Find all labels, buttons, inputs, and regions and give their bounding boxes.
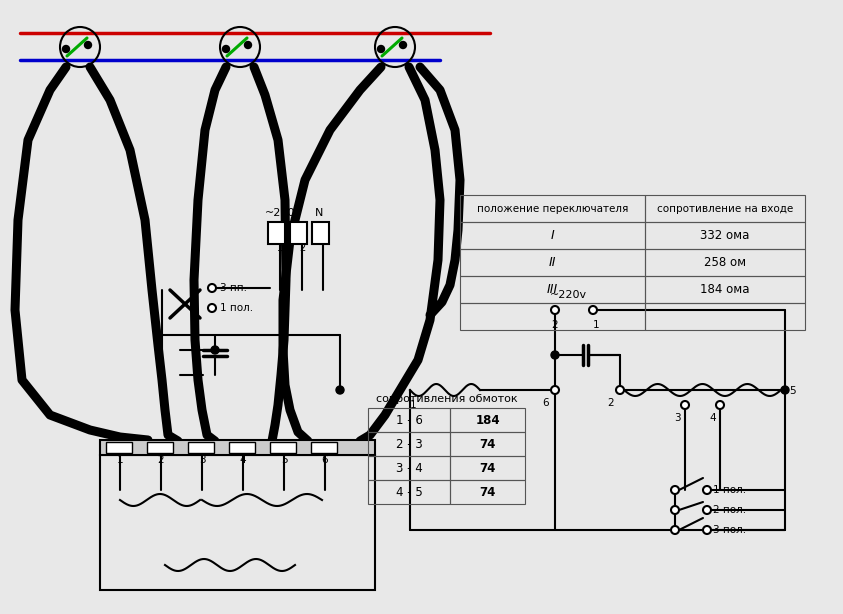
Bar <box>460 195 645 222</box>
Bar <box>368 408 450 432</box>
Circle shape <box>400 42 406 49</box>
Circle shape <box>589 306 597 314</box>
Text: 2 - 3: 2 - 3 <box>395 438 422 451</box>
Text: 3 - 4: 3 - 4 <box>395 462 422 475</box>
Circle shape <box>84 42 92 49</box>
Circle shape <box>336 386 344 394</box>
Text: 4: 4 <box>239 455 246 465</box>
Bar <box>460 249 645 276</box>
Text: 2: 2 <box>607 398 614 408</box>
Circle shape <box>781 386 789 394</box>
Bar <box>147 442 173 453</box>
Bar <box>270 442 296 453</box>
Text: I: I <box>550 229 555 242</box>
Circle shape <box>703 506 711 514</box>
Text: 1 пол.: 1 пол. <box>713 485 746 495</box>
Circle shape <box>703 526 711 534</box>
Bar <box>290 222 307 244</box>
Text: 5: 5 <box>789 386 796 396</box>
Bar <box>368 456 450 480</box>
Bar <box>450 432 525 456</box>
Text: 6: 6 <box>322 455 328 465</box>
Bar <box>312 222 329 244</box>
Circle shape <box>244 42 251 49</box>
Bar <box>188 442 214 453</box>
Text: 1 - 6: 1 - 6 <box>395 413 422 427</box>
Text: 3 пол.: 3 пол. <box>713 525 746 535</box>
Bar <box>460 222 645 249</box>
Bar <box>645 249 805 276</box>
Text: II: II <box>549 256 556 269</box>
Text: 258 ом: 258 ом <box>704 256 746 269</box>
Bar <box>460 303 645 330</box>
Text: 6: 6 <box>542 398 549 408</box>
Circle shape <box>378 45 384 53</box>
Text: 2: 2 <box>158 455 164 465</box>
Text: ~220v: ~220v <box>550 290 587 300</box>
Text: 1 пол.: 1 пол. <box>220 303 253 313</box>
Text: 2: 2 <box>299 243 305 253</box>
Text: 1: 1 <box>410 400 416 410</box>
Bar <box>268 222 285 244</box>
Text: 3: 3 <box>674 413 681 423</box>
Text: ~220v: ~220v <box>265 208 302 218</box>
Text: 3: 3 <box>199 455 206 465</box>
Text: 332 ома: 332 ома <box>701 229 749 242</box>
Text: N: N <box>315 208 324 218</box>
Circle shape <box>716 401 724 409</box>
Circle shape <box>671 506 679 514</box>
Text: 4 - 5: 4 - 5 <box>395 486 422 499</box>
Text: 4: 4 <box>709 413 716 423</box>
Text: 74: 74 <box>480 462 496 475</box>
Bar <box>100 455 375 590</box>
Text: 1: 1 <box>593 320 599 330</box>
Text: 1: 1 <box>277 243 283 253</box>
Bar <box>460 276 645 303</box>
Circle shape <box>681 401 689 409</box>
Text: положение переключателя: положение переключателя <box>477 203 628 214</box>
Bar <box>106 442 132 453</box>
Bar <box>450 480 525 504</box>
Text: 74: 74 <box>480 438 496 451</box>
Text: сопротивление на входе: сопротивление на входе <box>657 203 793 214</box>
Bar <box>645 276 805 303</box>
Bar <box>229 442 255 453</box>
Text: 3 пп.: 3 пп. <box>220 283 247 293</box>
Bar <box>450 456 525 480</box>
Bar <box>645 222 805 249</box>
Circle shape <box>208 304 216 312</box>
Circle shape <box>551 306 559 314</box>
Circle shape <box>671 486 679 494</box>
Text: сопротивления обмоток: сопротивления обмоток <box>376 394 518 404</box>
Text: 184 ома: 184 ома <box>701 283 749 296</box>
Text: 1: 1 <box>116 455 123 465</box>
Circle shape <box>551 351 559 359</box>
Circle shape <box>62 45 69 53</box>
Bar <box>450 408 525 432</box>
Text: 184: 184 <box>475 413 500 427</box>
Bar <box>645 195 805 222</box>
Text: 2 пол.: 2 пол. <box>713 505 746 515</box>
Circle shape <box>703 486 711 494</box>
Circle shape <box>223 45 229 53</box>
Bar <box>311 442 337 453</box>
Text: 2: 2 <box>551 320 558 330</box>
Text: 74: 74 <box>480 486 496 499</box>
Bar <box>100 440 375 455</box>
Circle shape <box>616 386 624 394</box>
Circle shape <box>551 386 559 394</box>
Bar <box>368 432 450 456</box>
Circle shape <box>211 346 219 354</box>
Text: III: III <box>547 283 558 296</box>
Bar <box>368 480 450 504</box>
Circle shape <box>671 526 679 534</box>
Bar <box>645 303 805 330</box>
Text: 5: 5 <box>281 455 287 465</box>
Circle shape <box>208 284 216 292</box>
